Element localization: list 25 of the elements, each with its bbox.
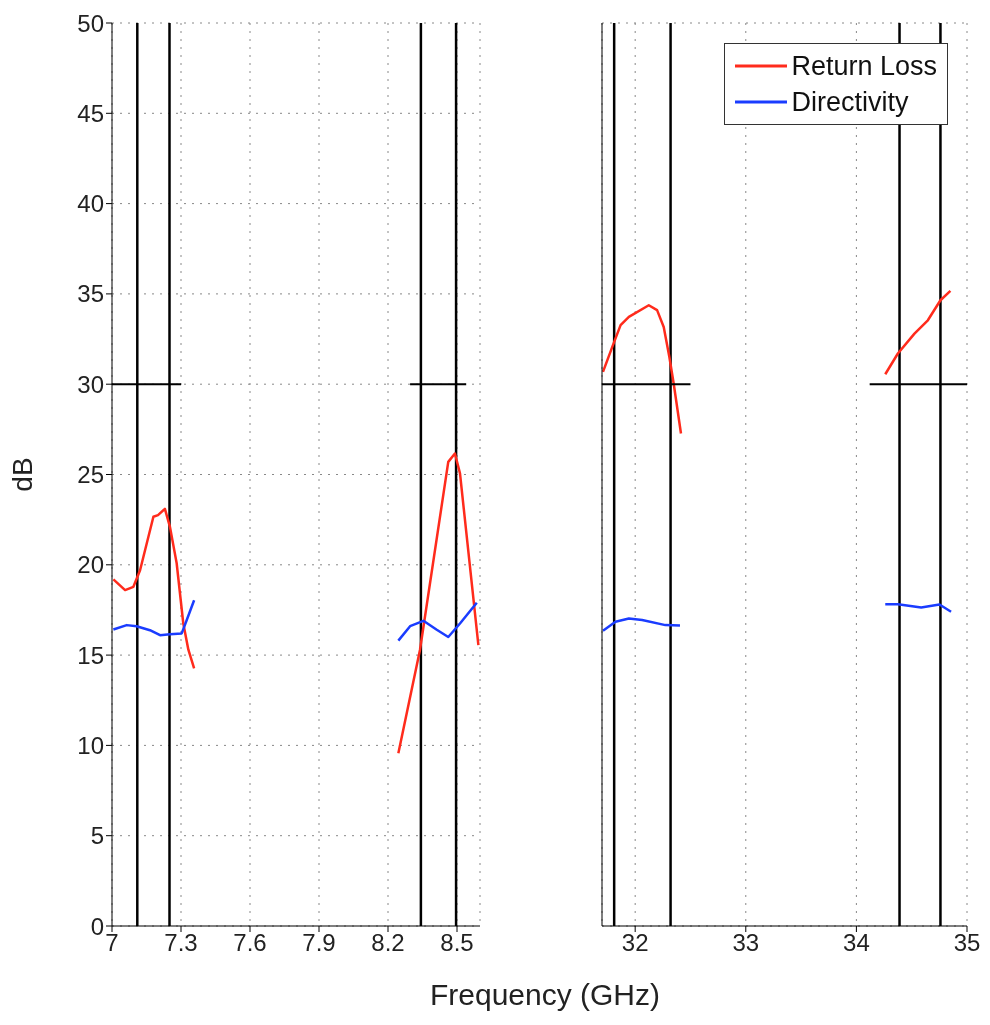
x-axis-title: Frequency (GHz) (428, 978, 662, 1012)
x-tick-label: 7.9 (302, 929, 336, 957)
y-tick-label: 35 (77, 280, 104, 308)
y-tick-label: 20 (77, 551, 104, 579)
legend-label: Directivity (791, 86, 909, 119)
x-tick-label: 34 (843, 929, 870, 957)
x-tick-label: 8.5 (440, 929, 474, 957)
x-tick-label: 32 (621, 929, 649, 957)
y-tick-label: 5 (90, 822, 104, 850)
x-tick-label: 33 (732, 929, 760, 957)
x-tick-label: 8.2 (371, 929, 405, 957)
y-tick-label: 0 (90, 912, 104, 940)
y-axis-title: dB (6, 457, 38, 492)
y-tick-label: 45 (77, 99, 104, 127)
y-tick-label: 10 (77, 731, 104, 759)
y-tick-label: 50 (77, 9, 104, 37)
legend-label: Return Loss (791, 50, 937, 83)
y-tick-label: 30 (77, 370, 104, 398)
x-tick-label: 35 (953, 929, 981, 957)
x-tick-label: 7.3 (164, 929, 198, 957)
x-tick-label: 7 (105, 929, 119, 957)
y-tick-label: 15 (77, 641, 104, 669)
x-tick-label: 7.6 (233, 929, 267, 957)
y-tick-label: 25 (77, 461, 104, 489)
y-tick-label: 40 (77, 190, 104, 218)
